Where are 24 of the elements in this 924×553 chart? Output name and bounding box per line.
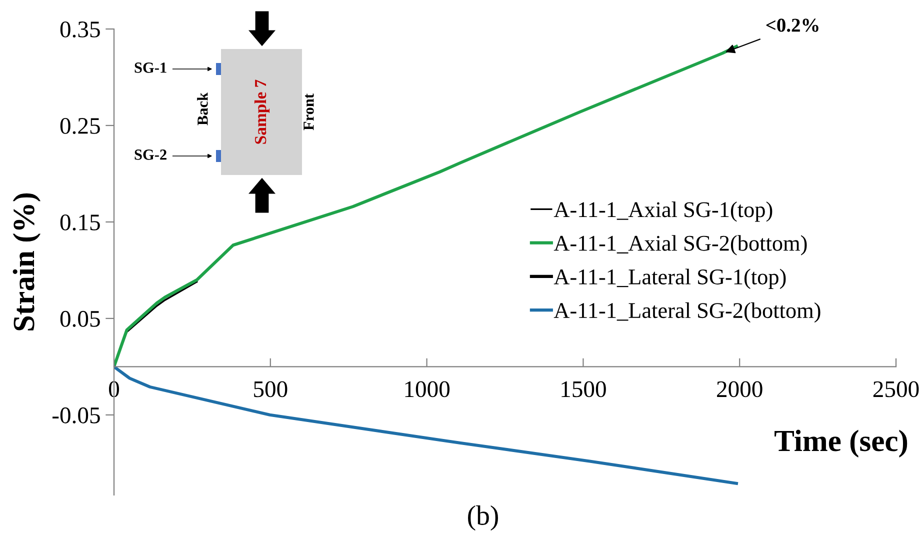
legend-label: A-11-1_Lateral SG-1(top)	[554, 268, 786, 289]
x-axis-title: Time (sec)	[774, 430, 908, 458]
y-tick-label: 0.35	[60, 21, 100, 38]
y-tick-label: 0.25	[60, 118, 100, 134]
legend-label: A-11-1_Axial SG-1(top)	[554, 202, 772, 222]
annotation: Sample 7	[254, 80, 270, 144]
x-tick-label: 1000	[405, 381, 450, 398]
y-axis-title: Strain (%)	[12, 193, 41, 330]
x-tick-label: 500	[254, 381, 288, 398]
y-tick-label: 0.15	[60, 214, 100, 230]
x-tick-label: 2000	[717, 381, 762, 398]
x-tick-label: 0	[108, 381, 120, 398]
y-tick-label: -0.05	[52, 407, 100, 424]
legend-label: A-11-1_Axial SG-2(bottom)	[554, 235, 807, 256]
x-tick-label: 1500	[562, 381, 606, 398]
annotation: Back	[197, 92, 208, 126]
annotation: Front	[304, 94, 314, 130]
y-tick-label: 0.05	[60, 310, 100, 327]
annotation: <0.2%	[766, 18, 818, 32]
text: (b)	[468, 505, 498, 531]
annotation: SG-2	[134, 150, 166, 160]
legend-label: A-11-1_Lateral SG-2(bottom)	[554, 302, 820, 323]
annotation: SG-1	[134, 62, 166, 73]
x-tick-label: 2500	[873, 381, 919, 398]
